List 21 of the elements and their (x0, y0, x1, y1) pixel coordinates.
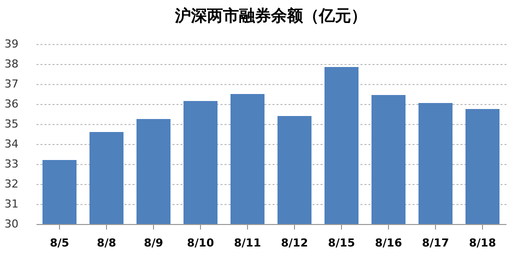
y-tick-label: 30 (4, 218, 18, 230)
y-tick-label: 39 (4, 38, 18, 50)
x-tick-label: 8/11 (234, 236, 261, 250)
x-tick-label: 8/12 (281, 236, 308, 250)
x-tick-label: 8/17 (422, 236, 449, 250)
x-tick-label: 8/8 (96, 236, 116, 250)
y-tick-label: 31 (4, 198, 18, 210)
y-tick-label: 37 (4, 78, 18, 90)
y-tick-label: 33 (4, 158, 18, 170)
chart-title: 沪深两市融券余额（亿元） (174, 6, 367, 25)
x-tick-label: 8/5 (50, 236, 70, 250)
x-tick-label: 8/15 (328, 236, 355, 250)
y-tick-label: 36 (4, 98, 18, 110)
y-tick-label: 35 (4, 118, 18, 130)
x-tick-label: 8/10 (187, 236, 214, 250)
y-tick-label: 32 (4, 178, 18, 190)
y-tick-label: 34 (4, 138, 18, 150)
y-tick-label: 38 (4, 58, 18, 70)
x-tick-label: 8/9 (144, 236, 164, 250)
x-tick-label: 8/18 (469, 236, 496, 250)
x-tick-label: 8/16 (375, 236, 402, 250)
